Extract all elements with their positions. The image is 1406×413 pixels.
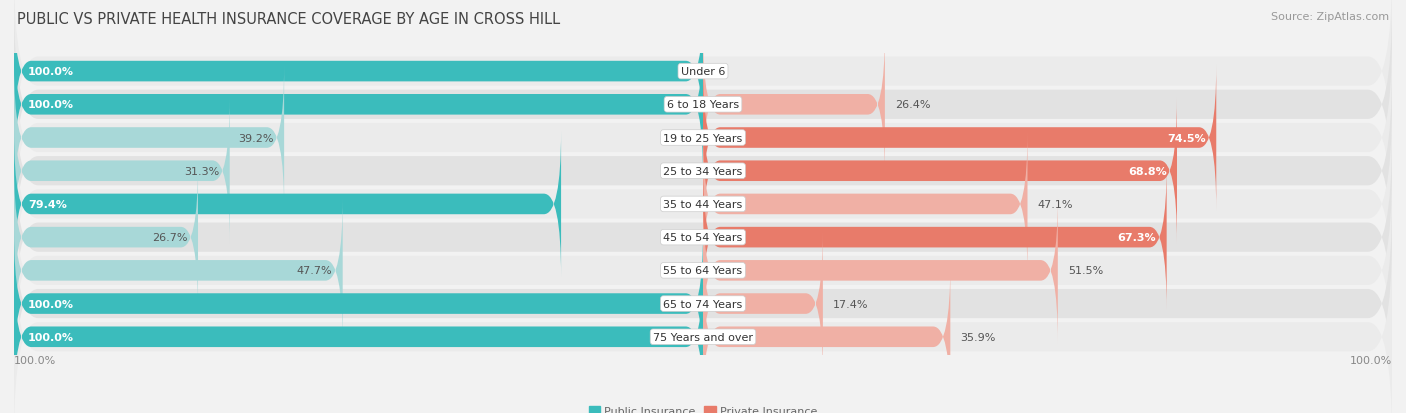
Text: Source: ZipAtlas.com: Source: ZipAtlas.com xyxy=(1271,12,1389,22)
FancyBboxPatch shape xyxy=(14,202,1392,405)
FancyBboxPatch shape xyxy=(14,0,703,145)
Text: 75 Years and over: 75 Years and over xyxy=(652,332,754,342)
Text: 6 to 18 Years: 6 to 18 Years xyxy=(666,100,740,110)
Text: 26.7%: 26.7% xyxy=(152,233,187,242)
Text: 100.0%: 100.0% xyxy=(28,67,75,77)
FancyBboxPatch shape xyxy=(14,231,703,376)
FancyBboxPatch shape xyxy=(703,99,1177,244)
FancyBboxPatch shape xyxy=(14,264,703,410)
Text: 31.3%: 31.3% xyxy=(184,166,219,176)
Text: 19 to 25 Years: 19 to 25 Years xyxy=(664,133,742,143)
FancyBboxPatch shape xyxy=(703,33,884,178)
FancyBboxPatch shape xyxy=(14,235,1392,413)
Text: 68.8%: 68.8% xyxy=(1128,166,1167,176)
Legend: Public Insurance, Private Insurance: Public Insurance, Private Insurance xyxy=(589,406,817,413)
FancyBboxPatch shape xyxy=(703,165,1167,310)
FancyBboxPatch shape xyxy=(703,264,950,410)
Text: 100.0%: 100.0% xyxy=(1350,355,1392,365)
Text: 100.0%: 100.0% xyxy=(14,355,56,365)
FancyBboxPatch shape xyxy=(14,198,343,343)
FancyBboxPatch shape xyxy=(14,99,229,244)
Text: 45 to 54 Years: 45 to 54 Years xyxy=(664,233,742,242)
Text: 74.5%: 74.5% xyxy=(1167,133,1206,143)
Text: 100.0%: 100.0% xyxy=(28,299,75,309)
Text: 100.0%: 100.0% xyxy=(28,332,75,342)
Text: 47.7%: 47.7% xyxy=(297,266,332,276)
FancyBboxPatch shape xyxy=(14,103,1392,306)
FancyBboxPatch shape xyxy=(703,66,1216,211)
Text: Under 6: Under 6 xyxy=(681,67,725,77)
FancyBboxPatch shape xyxy=(14,136,1392,339)
Text: 35 to 44 Years: 35 to 44 Years xyxy=(664,199,742,209)
Text: 55 to 64 Years: 55 to 64 Years xyxy=(664,266,742,276)
Text: 26.4%: 26.4% xyxy=(896,100,931,110)
Text: 51.5%: 51.5% xyxy=(1069,266,1104,276)
FancyBboxPatch shape xyxy=(14,4,1392,206)
Text: 47.1%: 47.1% xyxy=(1038,199,1073,209)
FancyBboxPatch shape xyxy=(703,231,823,376)
FancyBboxPatch shape xyxy=(14,66,284,211)
Text: 35.9%: 35.9% xyxy=(960,332,995,342)
FancyBboxPatch shape xyxy=(14,0,1392,173)
Text: 100.0%: 100.0% xyxy=(28,100,75,110)
FancyBboxPatch shape xyxy=(14,37,1392,240)
FancyBboxPatch shape xyxy=(14,33,703,178)
FancyBboxPatch shape xyxy=(703,198,1057,343)
FancyBboxPatch shape xyxy=(14,70,1392,273)
Text: 65 to 74 Years: 65 to 74 Years xyxy=(664,299,742,309)
Text: 79.4%: 79.4% xyxy=(28,199,66,209)
FancyBboxPatch shape xyxy=(14,165,198,310)
Text: 67.3%: 67.3% xyxy=(1118,233,1156,242)
FancyBboxPatch shape xyxy=(703,132,1028,277)
Text: PUBLIC VS PRIVATE HEALTH INSURANCE COVERAGE BY AGE IN CROSS HILL: PUBLIC VS PRIVATE HEALTH INSURANCE COVER… xyxy=(17,12,560,27)
Text: 25 to 34 Years: 25 to 34 Years xyxy=(664,166,742,176)
Text: 39.2%: 39.2% xyxy=(238,133,274,143)
Text: 17.4%: 17.4% xyxy=(834,299,869,309)
FancyBboxPatch shape xyxy=(14,169,1392,372)
FancyBboxPatch shape xyxy=(14,132,561,277)
